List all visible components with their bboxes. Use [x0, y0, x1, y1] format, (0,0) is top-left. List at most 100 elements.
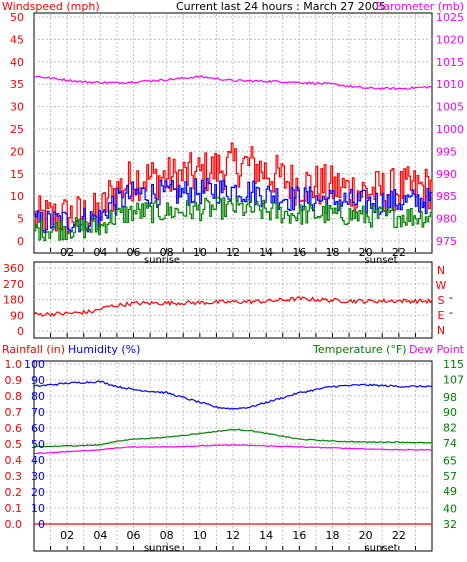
- sunrise-label-bottom: sunrise: [144, 543, 180, 554]
- barometer-right-tick-label: 985: [436, 190, 457, 203]
- rainfall-left-tick-label: 1.0: [5, 358, 23, 371]
- series-barometer: [34, 74, 433, 91]
- barometer-right-tick-label: 980: [436, 213, 457, 226]
- rainfall-axis-label: Rainfall (in): [2, 343, 65, 356]
- wind-hour-label: 10: [193, 246, 207, 259]
- rainfall-left-tick-label: 0.7: [5, 406, 23, 419]
- wind-left-tick-label: 30: [10, 101, 24, 114]
- direction-left-tick-label: 0: [17, 325, 24, 338]
- compass-dash-2: -: [449, 306, 453, 319]
- direction-left-tick-label: 180: [3, 294, 24, 307]
- compass-dash-1: -: [449, 291, 453, 304]
- humidity-left-tick-label: 80: [31, 390, 45, 403]
- humidity-hour-label: 14: [259, 529, 273, 542]
- humidity-hour-label: 20: [359, 529, 373, 542]
- dewpoint-axis-label: Dew Point: [409, 343, 465, 356]
- humidity-left-tick-label: 60: [31, 422, 45, 435]
- compass-label-w: W: [436, 279, 447, 292]
- wind-left-tick-label: 40: [10, 56, 24, 69]
- compass-label-n-top: N: [437, 264, 445, 277]
- temperature-right-tick-label: 74: [443, 437, 457, 450]
- series-average: [34, 196, 433, 242]
- wind-left-tick-label: 0: [17, 235, 24, 248]
- humidity-hour-label: 22: [392, 529, 406, 542]
- chart-title: Current last 24 hours : March 27 2005: [176, 0, 386, 13]
- temperature-right-tick-label: 82: [443, 422, 457, 435]
- barometer-right-tick-label: 1010: [436, 78, 464, 91]
- rainfall-left-tick-label: 0.3: [5, 470, 23, 483]
- compass-label-s: S: [438, 294, 445, 307]
- temperature-right-tick-label: 65: [443, 454, 457, 467]
- wind-hour-label: 14: [259, 246, 273, 259]
- humidity-left-tick-label: 30: [31, 470, 45, 483]
- humidity-hour-label: 08: [160, 529, 174, 542]
- barometer-right-tick-label: 1020: [436, 33, 464, 46]
- humidity-left-tick-label: 50: [31, 438, 45, 451]
- humidity-hour-label: 06: [127, 529, 141, 542]
- sunrise-label-top: sunrise: [144, 255, 180, 266]
- humidity-left-tick-label: 90: [31, 374, 45, 387]
- humidity-left-tick-label: 70: [31, 406, 45, 419]
- wind-left-tick-label: 10: [10, 190, 24, 203]
- rainfall-left-tick-label: 0.9: [5, 374, 23, 387]
- compass-label-e: E: [438, 309, 445, 322]
- barometer-right-tick-label: 1000: [436, 123, 464, 136]
- wind-hour-label: 04: [93, 246, 107, 259]
- sunset-label-top: sunset: [364, 255, 397, 266]
- barometer-right-tick-label: 975: [436, 235, 457, 248]
- humidity-left-tick-label: 10: [31, 502, 45, 515]
- series-dew-point: [33, 444, 433, 455]
- temperature-right-tick-label: 57: [443, 470, 457, 483]
- barometer-right-tick-label: 990: [436, 168, 457, 181]
- barometer-axis-label: Barometer (mb): [376, 0, 464, 13]
- wind-left-tick-label: 35: [10, 78, 24, 91]
- wind-left-tick-label: 25: [10, 123, 24, 136]
- humidity-hour-label: 04: [93, 529, 107, 542]
- direction-left-tick-label: 360: [3, 262, 24, 275]
- wind-hour-label: 20: [359, 246, 373, 259]
- humidity-left-tick-label: 100: [24, 358, 45, 371]
- temperature-axis-label: Temperature (°F): [312, 343, 407, 356]
- humidity-hour-label: 12: [226, 529, 240, 542]
- wind-left-tick-label: 20: [10, 145, 24, 158]
- humidity-left-tick-label: 0: [38, 518, 45, 531]
- wind-hour-label: 16: [292, 246, 306, 259]
- windspeed-axis-label: Windspeed (mph): [2, 0, 100, 13]
- barometer-right-tick-label: 995: [436, 145, 457, 158]
- humidity-hour-label: 02: [60, 529, 74, 542]
- temperature-right-tick-label: 115: [443, 358, 464, 371]
- direction-left-tick-label: 90: [10, 309, 24, 322]
- temperature-right-tick-label: 40: [443, 503, 457, 516]
- sunset-label-bottom: sunset: [364, 543, 397, 554]
- temperature-right-tick-label: 98: [443, 391, 457, 404]
- humidity-hour-label: 18: [326, 529, 340, 542]
- humidity-hour-label: 10: [193, 529, 207, 542]
- temperature-right-tick-label: 90: [443, 406, 457, 419]
- humidity-left-tick-label: 40: [31, 454, 45, 467]
- humidity-left-tick-label: 20: [31, 486, 45, 499]
- wind-hour-label: 18: [326, 246, 340, 259]
- barometer-right-tick-label: 1015: [436, 56, 464, 69]
- humidity-hour-label: 16: [292, 529, 306, 542]
- rainfall-left-tick-label: 0.2: [5, 486, 23, 499]
- rainfall-left-tick-label: 0.0: [5, 518, 23, 531]
- rainfall-left-tick-label: 0.1: [5, 502, 23, 515]
- wind-left-tick-label: 50: [10, 11, 24, 24]
- wind-hour-label: 02: [60, 246, 74, 259]
- series-wind-direction: [33, 296, 433, 317]
- compass-label-n-bottom: N: [437, 324, 445, 337]
- rainfall-left-tick-label: 0.5: [5, 438, 23, 451]
- wind-left-tick-label: 15: [10, 168, 24, 181]
- wind-left-tick-label: 5: [17, 213, 24, 226]
- series-temperature: [33, 428, 433, 448]
- rainfall-left-tick-label: 0.4: [5, 454, 23, 467]
- rainfall-left-tick-label: 0.8: [5, 390, 23, 403]
- barometer-right-tick-label: 1025: [436, 11, 464, 24]
- wind-hour-label: 08: [160, 246, 174, 259]
- direction-left-tick-label: 270: [3, 278, 24, 291]
- temperature-right-tick-label: 49: [443, 485, 457, 498]
- temperature-right-tick-label: 107: [443, 373, 464, 386]
- series-humidity: [33, 380, 433, 410]
- rainfall-left-tick-label: 0.6: [5, 422, 23, 435]
